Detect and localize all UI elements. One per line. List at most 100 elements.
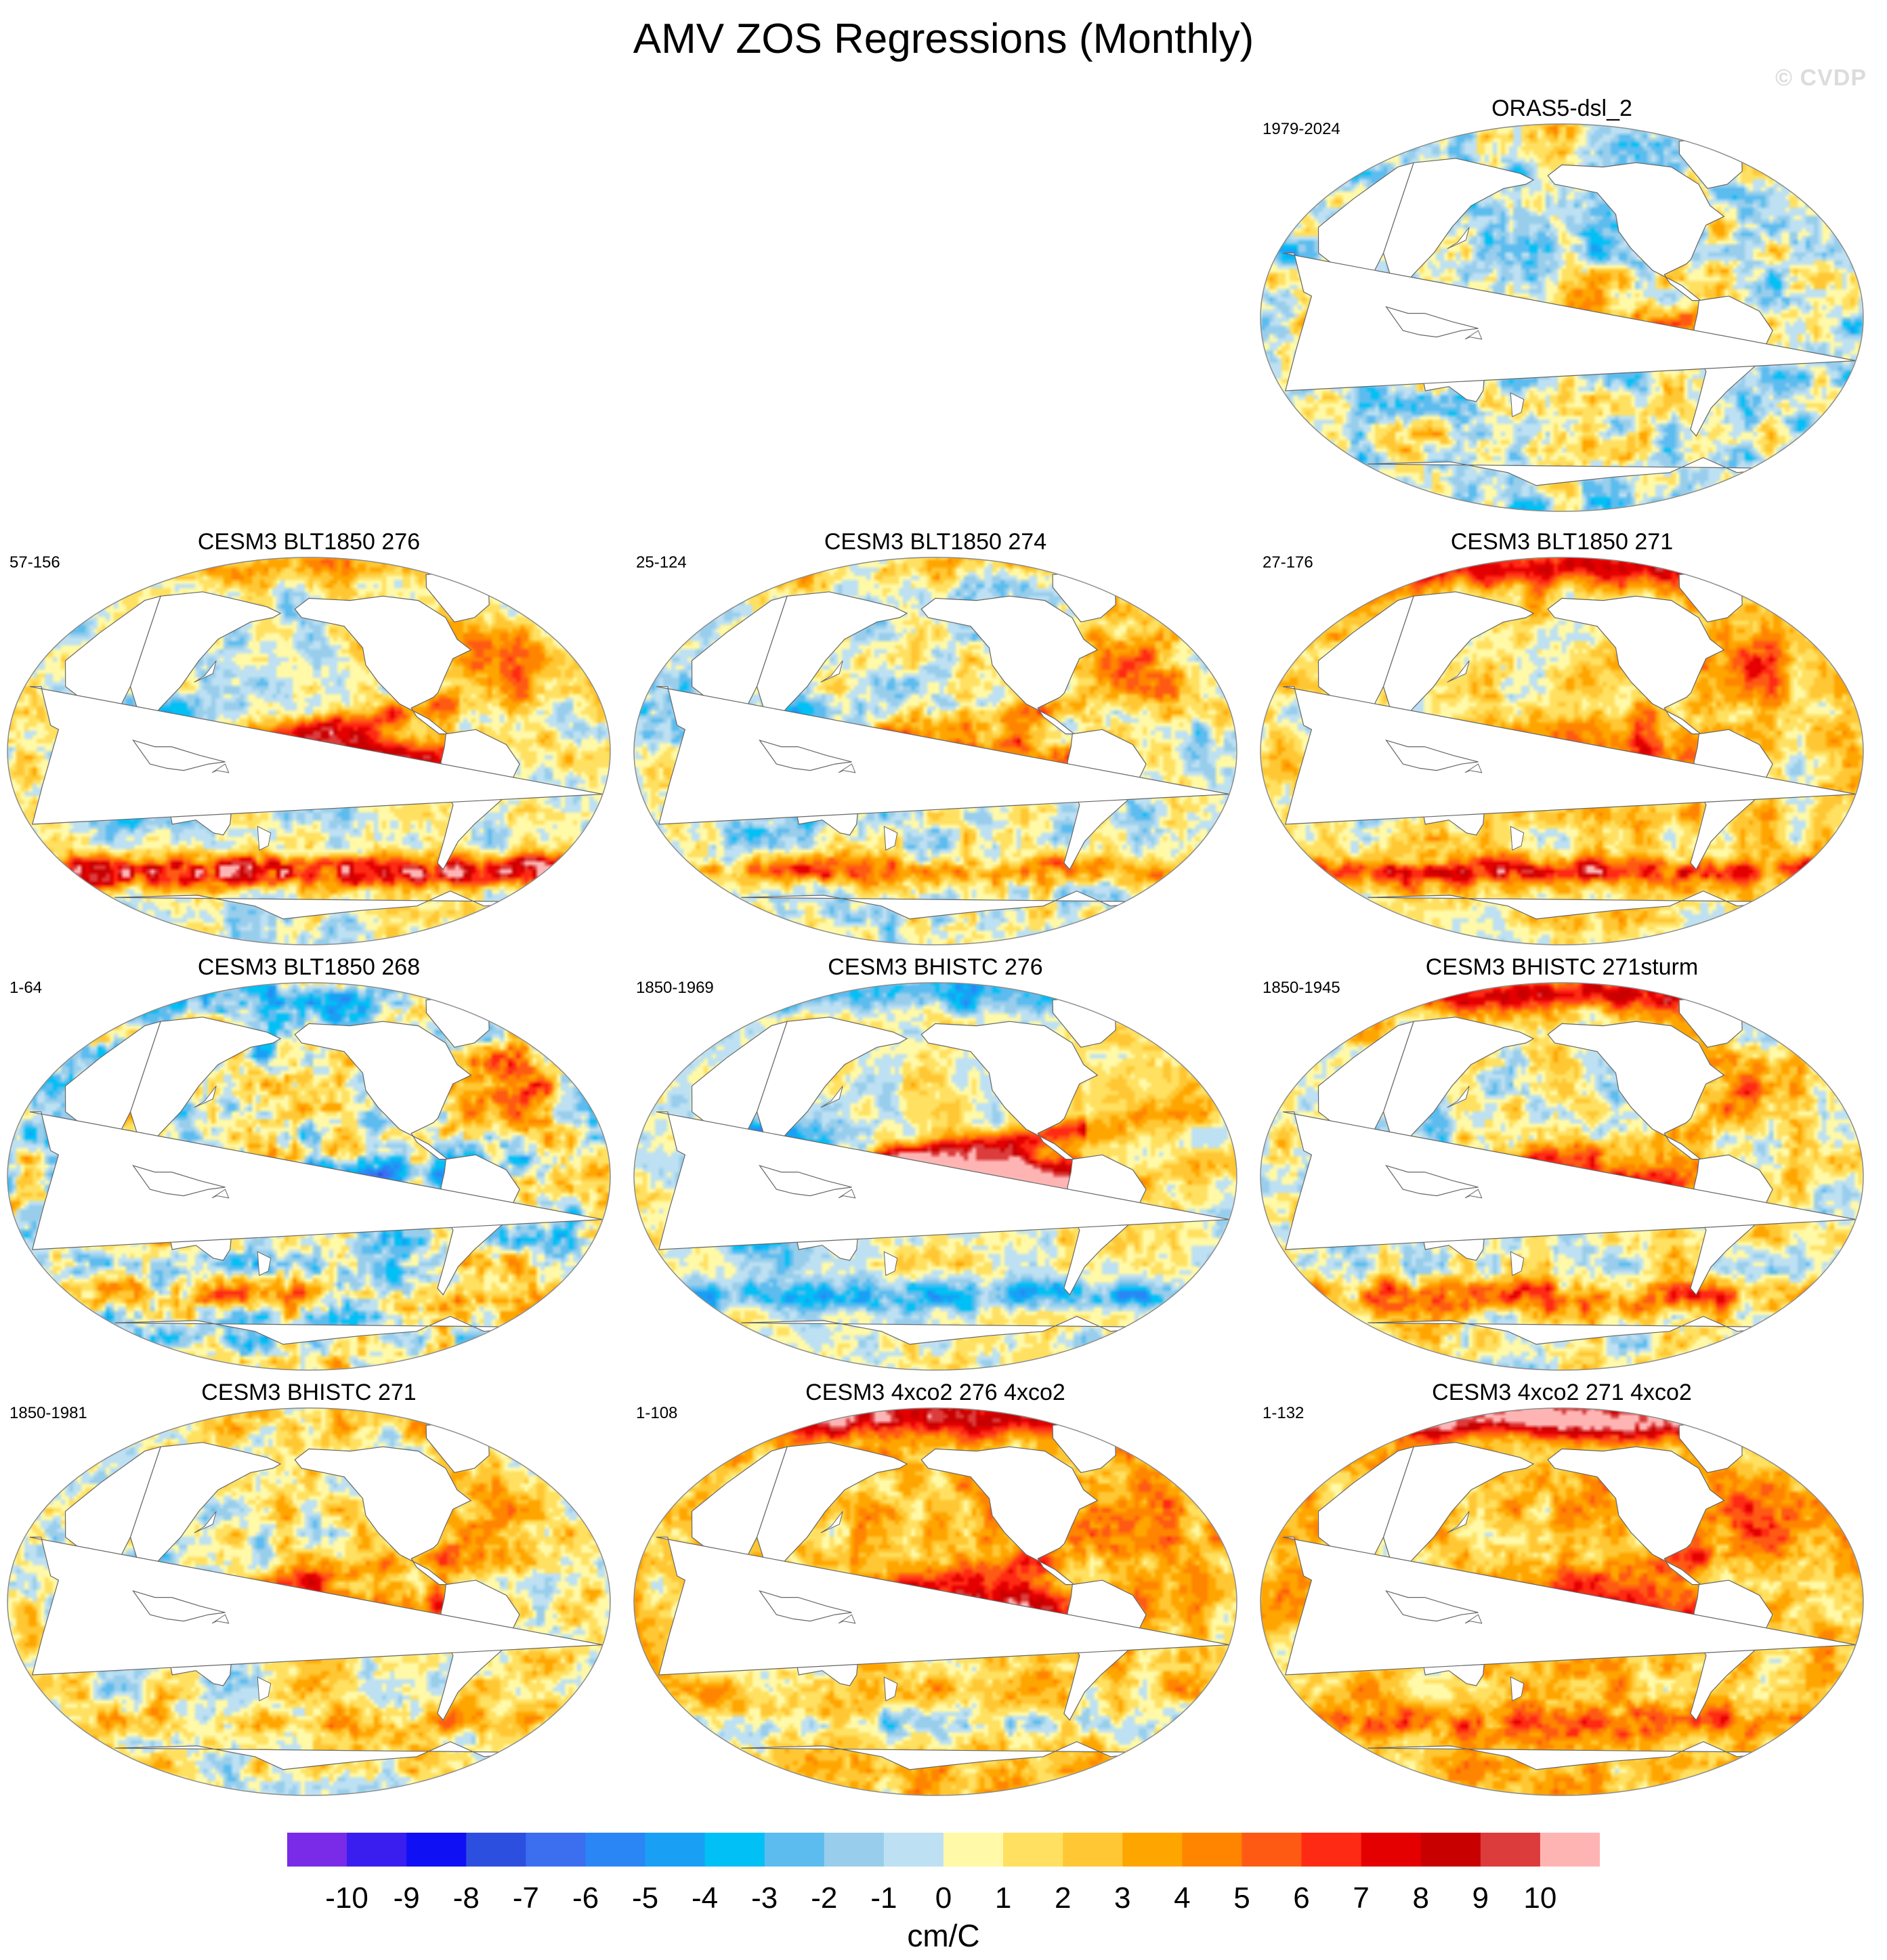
colorbar-swatch [466,1833,526,1867]
panel-title: CESM3 BHISTC 271sturm [1425,954,1699,980]
map-panel-bhistc-271: CESM3 BHISTC 271 1850-1981 [4,1379,614,1799]
colorbar-tick-label: -3 [751,1881,778,1915]
land-island [820,1511,843,1533]
land-island [1464,1189,1483,1199]
panel-years: 1850-1969 [636,979,714,997]
land-island [838,1614,856,1624]
colorbar-tick-labels: -10 -9 -8 -7 -6 -5 -4 -3 -2 -1 0 1 2 3 4 5 6 7 8 9 10 [0,1879,1887,1920]
colorbar-tick-label: 9 [1472,1881,1489,1915]
land-island [1510,392,1525,417]
colorbar-swatch [526,1833,587,1867]
colorbar-swatch [944,1833,1004,1867]
colorbar-swatch [764,1833,825,1867]
map-2 [633,557,1237,945]
land-island [211,763,230,773]
land-maritime-continent [132,1590,226,1622]
land-island [194,1086,217,1108]
map-6 [1260,982,1864,1371]
colorbar-swatch [645,1833,706,1867]
colorbar-swatch [1540,1833,1600,1867]
panel-years: 1-132 [1263,1404,1305,1422]
land-africa-west-limb [1282,1537,1857,1676]
colorbar-tick-label: 5 [1233,1881,1250,1915]
land-island [1464,330,1483,340]
land-north-america [294,1446,472,1585]
colorbar-swatch [585,1833,646,1867]
land-maritime-continent [132,1165,226,1197]
land-north-america [920,1446,1099,1585]
colorbar-tick-label: 6 [1293,1881,1310,1915]
map-panel-bhistc-271sturm: CESM3 BHISTC 271sturm 1850-1945 [1257,954,1867,1373]
map-outline [633,1407,1237,1796]
colorbar-swatch [1480,1833,1541,1867]
colorbar-tick-label: 1 [994,1881,1012,1915]
land-mask [29,1422,603,1794]
colorbar-tick-label: -4 [692,1881,719,1915]
land-island [211,1189,230,1199]
panel-title: ORAS5-dsl_2 [1491,95,1632,121]
land-maritime-continent [1385,1590,1479,1622]
land-africa-west-limb [29,1111,603,1250]
panel-years: 1-108 [636,1404,678,1422]
land-africa-west-limb [1282,686,1857,825]
land-north-america [294,1021,472,1160]
land-island [211,1614,230,1624]
panel-years: 1-64 [9,979,43,997]
map-0 [1260,123,1864,512]
map-panel-oras5: ORAS5-dsl_2 1979-2024 [1257,95,1867,515]
land-island [1510,1676,1525,1701]
land-north-america [920,1021,1099,1160]
land-island [257,826,272,851]
panel-title: CESM3 BLT1850 274 [824,529,1047,555]
land-island [194,1511,217,1533]
colorbar-swatch [1063,1833,1123,1867]
colorbar-swatch [406,1833,467,1867]
panel-years: 1850-1981 [9,1404,87,1422]
colorbar-swatch [347,1833,407,1867]
panel-title: CESM3 4xco2 271 4xco2 [1432,1380,1692,1405]
land-mask [656,572,1230,943]
land-island [257,1676,272,1701]
colorbar-swatch [1301,1833,1362,1867]
colorbar [287,1833,1600,1867]
land-maritime-continent [1385,1165,1479,1197]
colorbar-swatch [287,1833,347,1867]
map-9 [1260,1407,1864,1796]
land-mask [29,997,603,1369]
panel-years: 25-124 [636,553,687,572]
colorbar-tick-label: -1 [870,1881,897,1915]
panel-title: CESM3 BLT1850 276 [197,529,421,555]
map-outline [633,982,1237,1371]
panel-years: 27-176 [1263,553,1313,572]
map-8 [633,1407,1237,1796]
colorbar-swatch [1003,1833,1063,1867]
land-island [194,660,217,683]
map-outline [7,1407,611,1796]
land-africa-west-limb [29,1537,603,1676]
colorbar-swatch [704,1833,765,1867]
land-maritime-continent [132,740,226,771]
map-4 [7,982,611,1371]
colorbar-tick-label: 2 [1054,1881,1072,1915]
land-mask [29,572,603,943]
land-mask [1282,138,1857,510]
land-north-america [920,595,1099,735]
land-north-america [1547,1021,1725,1160]
map-outline [1260,123,1864,512]
colorbar-swatch [1420,1833,1481,1867]
colorbar-tick-label: 7 [1353,1881,1370,1915]
watermark: © CVDP [1775,65,1867,91]
colorbar-tick-label: 4 [1174,1881,1191,1915]
map-panel-blt1850-271: CESM3 BLT1850 271 27-176 [1257,528,1867,948]
land-island [1510,1251,1525,1276]
map-5 [633,982,1237,1371]
land-mask [1282,572,1857,943]
panel-title: CESM3 BLT1850 268 [197,954,421,980]
land-island [820,660,843,683]
land-africa-west-limb [1282,1111,1857,1250]
colorbar-swatch [824,1833,885,1867]
colorbar-tick-label: -2 [811,1881,838,1915]
colorbar-swatch [1182,1833,1243,1867]
colorbar-tick-label: -7 [512,1881,539,1915]
colorbar-tick-label: 0 [935,1881,952,1915]
